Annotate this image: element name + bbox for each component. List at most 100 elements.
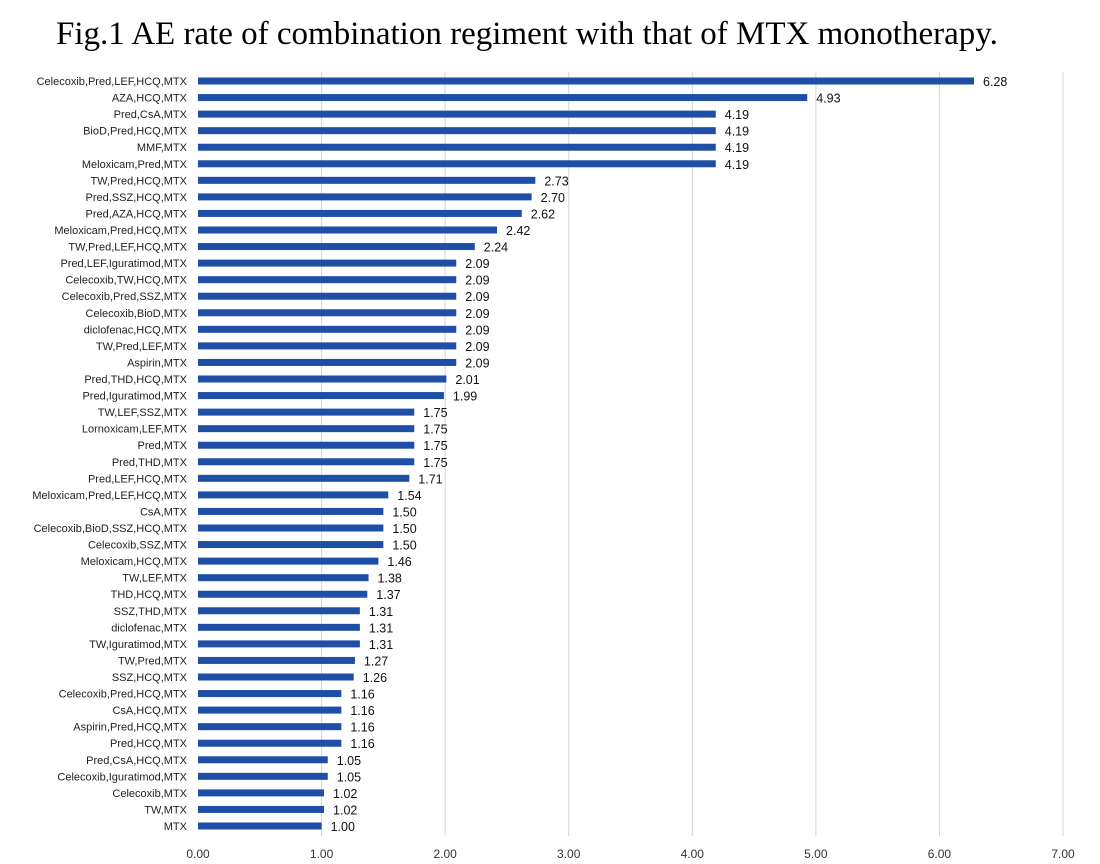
category-label: Lornoxicam,LEF,MTX bbox=[82, 424, 188, 436]
category-label: TW,MTX bbox=[144, 804, 187, 816]
bar bbox=[198, 143, 716, 151]
category-label: Aspirin,Pred,HCQ,MTX bbox=[73, 722, 187, 734]
x-tick-label: 5.00 bbox=[804, 847, 828, 861]
bar bbox=[198, 706, 342, 714]
value-label: 4.93 bbox=[816, 92, 840, 106]
category-label: Aspirin,MTX bbox=[127, 357, 188, 369]
bar bbox=[198, 110, 716, 118]
bar bbox=[198, 822, 322, 830]
category-label: diclofenac,MTX bbox=[111, 622, 187, 634]
bar bbox=[198, 209, 522, 217]
value-label: 2.70 bbox=[541, 191, 565, 205]
chart-title: Fig.1 AE rate of combination regiment wi… bbox=[56, 16, 998, 52]
value-label: 2.09 bbox=[465, 290, 489, 304]
bar bbox=[198, 640, 360, 648]
bar bbox=[198, 690, 342, 698]
bar bbox=[198, 772, 328, 780]
bar bbox=[198, 805, 325, 813]
category-label: Celecoxib,SSZ,MTX bbox=[88, 540, 188, 552]
x-tick-label: 3.00 bbox=[557, 847, 581, 861]
category-label: Pred,THD,MTX bbox=[112, 457, 188, 469]
bar bbox=[198, 673, 354, 681]
category-label: BioD,Pred,HCQ,MTX bbox=[83, 126, 188, 138]
value-label: 1.99 bbox=[453, 390, 477, 404]
category-label: THD,HCQ,MTX bbox=[111, 589, 188, 601]
bar bbox=[198, 541, 384, 549]
category-label: Pred,SSZ,HCQ,MTX bbox=[86, 192, 188, 204]
bar bbox=[198, 77, 975, 85]
bar bbox=[198, 458, 415, 466]
bar bbox=[198, 94, 808, 102]
category-label: Meloxicam,HCQ,MTX bbox=[81, 556, 188, 568]
category-label: TW,Pred,MTX bbox=[118, 655, 188, 667]
bar bbox=[198, 408, 415, 416]
value-label: 1.46 bbox=[387, 555, 411, 569]
bar bbox=[198, 739, 342, 747]
bar bbox=[198, 425, 415, 433]
x-tick-label: 6.00 bbox=[928, 847, 952, 861]
value-label: 1.71 bbox=[418, 472, 442, 486]
bar bbox=[198, 243, 475, 251]
value-label: 4.19 bbox=[725, 125, 749, 139]
category-label: TW,Pred,LEF,MTX bbox=[96, 341, 188, 353]
bars bbox=[198, 77, 975, 830]
category-label: Celecoxib,MTX bbox=[112, 788, 187, 800]
value-label: 1.31 bbox=[369, 621, 393, 635]
category-label: Pred,CsA,HCQ,MTX bbox=[86, 755, 188, 767]
category-label: TW,Pred,LEF,HCQ,MTX bbox=[68, 242, 187, 254]
bar bbox=[198, 127, 716, 135]
bar bbox=[198, 160, 716, 168]
category-label: Celecoxib,BioD,MTX bbox=[86, 308, 188, 320]
bar bbox=[198, 474, 410, 482]
bar bbox=[198, 656, 355, 664]
bar bbox=[198, 507, 384, 515]
x-tick-label: 7.00 bbox=[1051, 847, 1075, 861]
category-label: SSZ,HCQ,MTX bbox=[112, 672, 188, 684]
value-label: 4.19 bbox=[725, 158, 749, 172]
category-label: Celecoxib,Pred,HCQ,MTX bbox=[59, 689, 188, 701]
x-tick-label: 4.00 bbox=[681, 847, 705, 861]
value-label: 1.27 bbox=[364, 654, 388, 668]
gridlines bbox=[321, 72, 1064, 836]
value-label: 1.16 bbox=[350, 688, 374, 702]
value-labels: 6.28 4.93 4.19 4.19 4.19 4.19 2.73 2.70 2.622.42… bbox=[331, 75, 1008, 834]
category-label: Pred,CsA,MTX bbox=[114, 109, 188, 121]
category-label: MTX bbox=[164, 821, 188, 833]
value-label: 2.42 bbox=[506, 224, 530, 238]
category-label: CsA,HCQ,MTX bbox=[112, 705, 187, 717]
bar bbox=[198, 441, 415, 449]
category-label: Celecoxib,Pred,SSZ,MTX bbox=[62, 291, 188, 303]
x-axis-ticks: 0.00 1.00 2.00 3.00 4.00 5.00 6.00 7.00 bbox=[186, 847, 1075, 861]
value-label: 1.05 bbox=[337, 754, 361, 768]
category-label: TW,Pred,HCQ,MTX bbox=[90, 175, 187, 187]
category-label: Celecoxib,Iguratimod,MTX bbox=[57, 771, 187, 783]
value-label: 2.09 bbox=[465, 356, 489, 370]
value-label: 2.09 bbox=[465, 323, 489, 337]
value-label: 2.09 bbox=[465, 274, 489, 288]
category-label: SSZ,THD,MTX bbox=[114, 606, 188, 618]
bar bbox=[198, 226, 498, 234]
value-label: 2.01 bbox=[455, 373, 479, 387]
bar bbox=[198, 193, 532, 201]
bar bbox=[198, 342, 457, 350]
value-label: 4.19 bbox=[725, 141, 749, 155]
bar bbox=[198, 392, 444, 400]
bar bbox=[198, 259, 457, 267]
value-label: 1.50 bbox=[392, 522, 416, 536]
value-label: 1.38 bbox=[378, 572, 402, 586]
category-label: Meloxicam,Pred,MTX bbox=[82, 159, 188, 171]
value-label: 1.50 bbox=[392, 539, 416, 553]
category-label: Celecoxib,Pred,LEF,HCQ,MTX bbox=[37, 76, 188, 88]
category-label: CsA,MTX bbox=[140, 506, 188, 518]
bar bbox=[198, 574, 369, 582]
value-label: 1.02 bbox=[333, 803, 357, 817]
category-labels: Celecoxib,Pred,LEF,HCQ,MTX AZA,HCQ,MTX Pre… bbox=[32, 76, 187, 833]
value-label: 1.31 bbox=[369, 638, 393, 652]
category-label: TW,Iguratimod,MTX bbox=[89, 639, 187, 651]
value-label: 1.02 bbox=[333, 787, 357, 801]
value-label: 1.37 bbox=[376, 588, 400, 602]
category-label: Meloxicam,Pred,HCQ,MTX bbox=[54, 225, 187, 237]
category-label: AZA,HCQ,MTX bbox=[112, 93, 188, 105]
value-label: 1.75 bbox=[423, 423, 447, 437]
category-label: Pred,Iguratimod,MTX bbox=[82, 391, 187, 403]
